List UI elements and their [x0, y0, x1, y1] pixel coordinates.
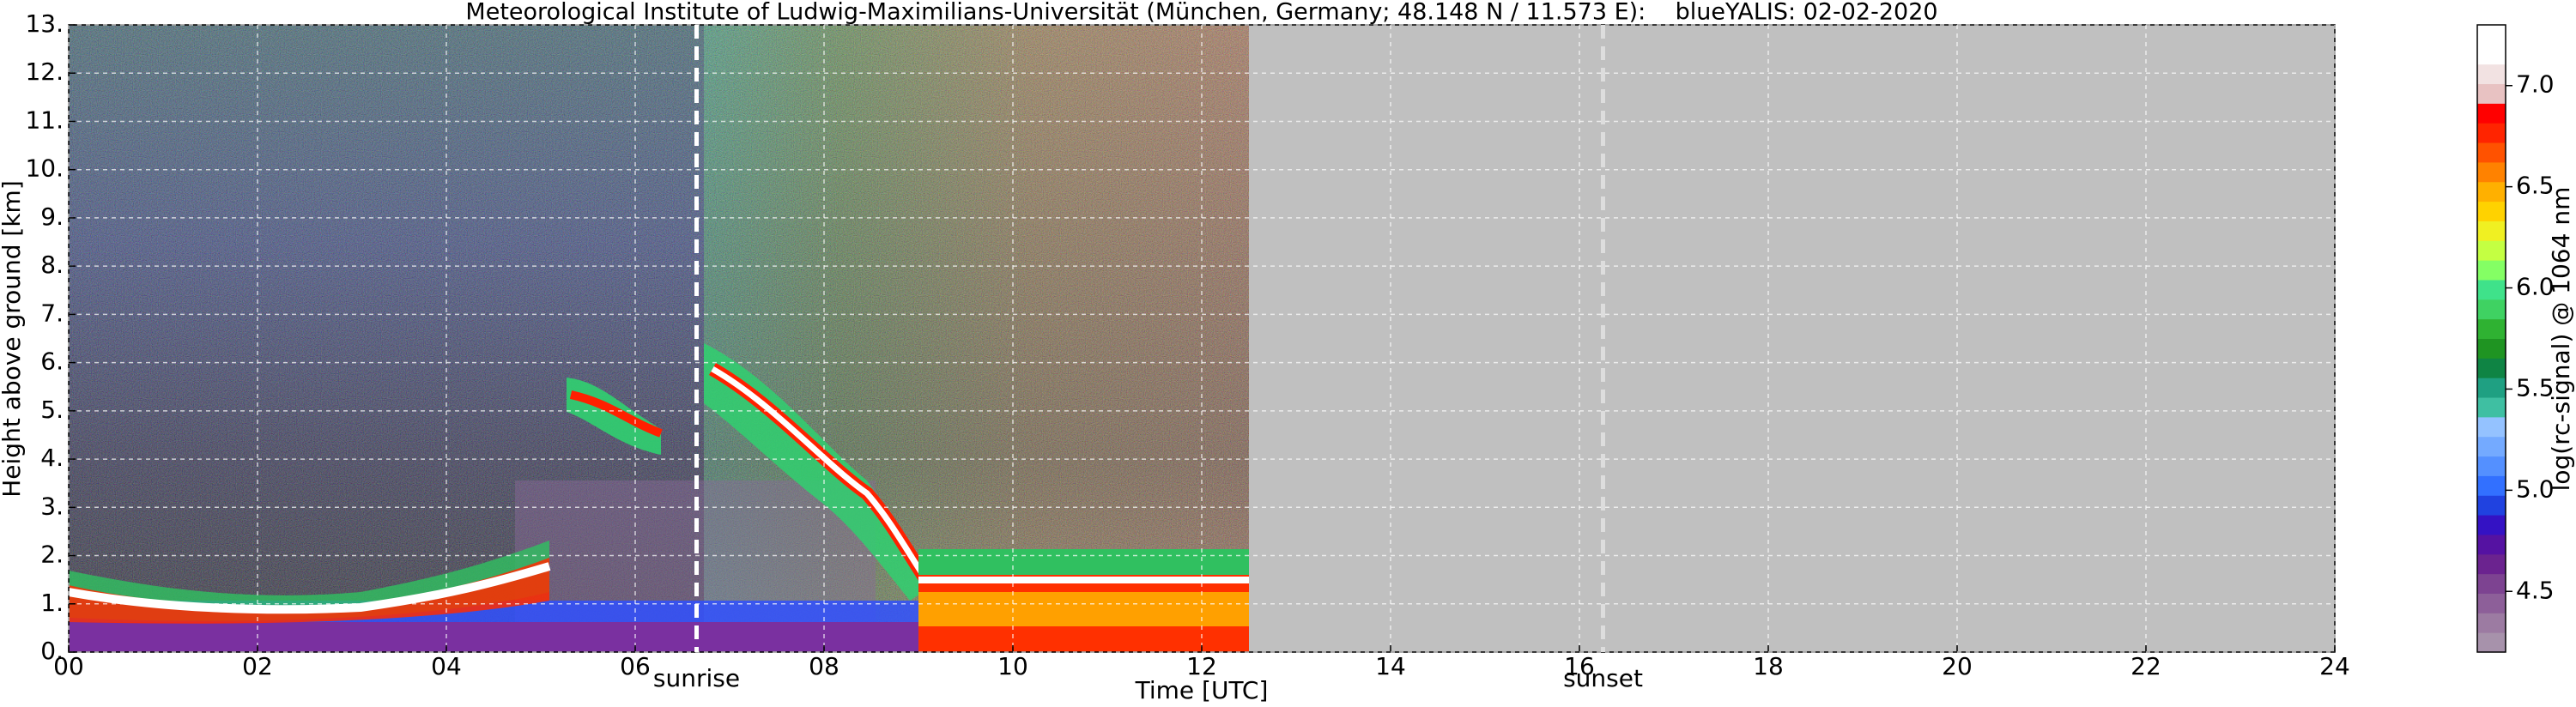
- pbl-mix: [918, 592, 1249, 626]
- colorbar-swatch: [2477, 416, 2506, 438]
- colorbar-swatch: [2477, 181, 2506, 202]
- colorbar-swatch: [2477, 221, 2506, 241]
- colorbar-swatch: [2477, 613, 2506, 633]
- colorbar-swatch: [2477, 318, 2506, 339]
- colorbar-swatch: [2477, 123, 2506, 143]
- y-tick-label: 8.: [40, 251, 64, 279]
- colorbar-swatch: [2477, 436, 2506, 457]
- signal-noise: [69, 25, 1249, 652]
- y-axis-label: Height above ground [km]: [0, 180, 26, 498]
- colorbar-swatch: [2477, 25, 2506, 45]
- x-tick-label: 12: [1186, 652, 1217, 680]
- colorbar-swatch: [2477, 142, 2506, 163]
- aerosol-core: [569, 390, 663, 438]
- colorbar-swatch: [2477, 456, 2506, 476]
- colorbar-tick-label: 7.0: [2516, 70, 2555, 99]
- colorbar-swatch: [2477, 515, 2506, 535]
- colorbar-swatch: [2477, 240, 2506, 261]
- x-tick-label: 06: [620, 652, 651, 680]
- y-tick-label: 0.: [40, 637, 64, 665]
- colorbar-tick-label: 6.5: [2516, 172, 2555, 200]
- y-tick-label: 2.: [40, 541, 64, 569]
- y-tick-label: 5.: [40, 396, 64, 424]
- colorbar-swatch: [2477, 63, 2506, 85]
- colorbar-swatch: [2477, 358, 2506, 378]
- y-tick-label: 1.: [40, 589, 64, 617]
- colorbar-tick-label: 4.5: [2516, 576, 2555, 604]
- y-tick-label: 13.: [25, 9, 64, 38]
- annotation-label: sunrise: [653, 664, 740, 692]
- colorbar-swatch: [2477, 338, 2506, 359]
- colorbar-swatch: [2477, 161, 2506, 183]
- y-tick-label: 6.: [40, 347, 64, 376]
- colorbar-swatch: [2477, 260, 2506, 281]
- y-tick-label: 11.: [25, 106, 64, 134]
- x-tick-label: 04: [431, 652, 462, 680]
- colorbar-swatch: [2477, 632, 2506, 653]
- x-tick-label: 00: [53, 652, 84, 680]
- y-tick-label: 7.: [40, 299, 64, 327]
- axes: 00 02 04 06 08 10 12 14 16 18 20 22 24 0. 1. 2. 3. 4. 5. 6.…: [25, 9, 2575, 692]
- x-tick-label: 18: [1753, 652, 1784, 680]
- bl-top: [69, 562, 551, 614]
- x-axis-label: Time [UTC]: [1135, 676, 1269, 704]
- colorbar-swatch: [2477, 44, 2506, 65]
- descending-top: [711, 366, 934, 589]
- colorbar-tick-label: 5.5: [2516, 373, 2555, 402]
- colorbar-swatch: [2477, 553, 2506, 575]
- y-tick-label: 4.: [40, 444, 64, 472]
- y-tick-label: 12.: [25, 57, 64, 86]
- x-tick-label: 14: [1375, 652, 1406, 680]
- colorbar-swatch: [2477, 83, 2506, 104]
- colorbar-swatch: [2477, 534, 2506, 555]
- colorbar-swatch: [2477, 475, 2506, 496]
- x-tick-label: 10: [997, 652, 1028, 680]
- colorbar-swatch: [2477, 299, 2506, 320]
- y-tick-label: 9.: [40, 202, 64, 231]
- x-tick-label: 22: [2131, 652, 2161, 680]
- chart-title: Meteorological Institute of Ludwig-Maxim…: [465, 0, 1937, 26]
- x-tick-label: 20: [1942, 652, 1973, 680]
- y-tick-label: 10.: [25, 154, 64, 183]
- colorbar-label: log(rc-signal) @ 1064 nm: [2547, 187, 2575, 492]
- colorbar-frame: [2476, 24, 2506, 653]
- pbl-line: [918, 577, 1249, 583]
- annotation-label: sunset: [1563, 664, 1643, 692]
- colorbar-swatch: [2477, 279, 2506, 300]
- x-tick-label: 08: [809, 652, 839, 680]
- colorbar-tick-label: 5.0: [2516, 474, 2555, 503]
- colorbar-swatch: [2477, 573, 2506, 594]
- colorbar-swatch: [2477, 495, 2506, 516]
- colorbar-swatch: [2477, 103, 2506, 124]
- colorbar-swatch: [2477, 378, 2506, 398]
- x-tick-label: 16: [1564, 652, 1595, 680]
- colorbar-swatch: [2477, 593, 2506, 613]
- x-tick-label: 24: [2319, 652, 2350, 680]
- colorbar-tick-label: 6.0: [2516, 273, 2555, 301]
- colorbar-swatch: [2477, 201, 2506, 221]
- y-tick-label: 3.: [40, 492, 64, 520]
- x-tick-label: 02: [242, 652, 273, 680]
- pbl-top: [918, 549, 1249, 579]
- colorbar-swatch: [2477, 397, 2506, 418]
